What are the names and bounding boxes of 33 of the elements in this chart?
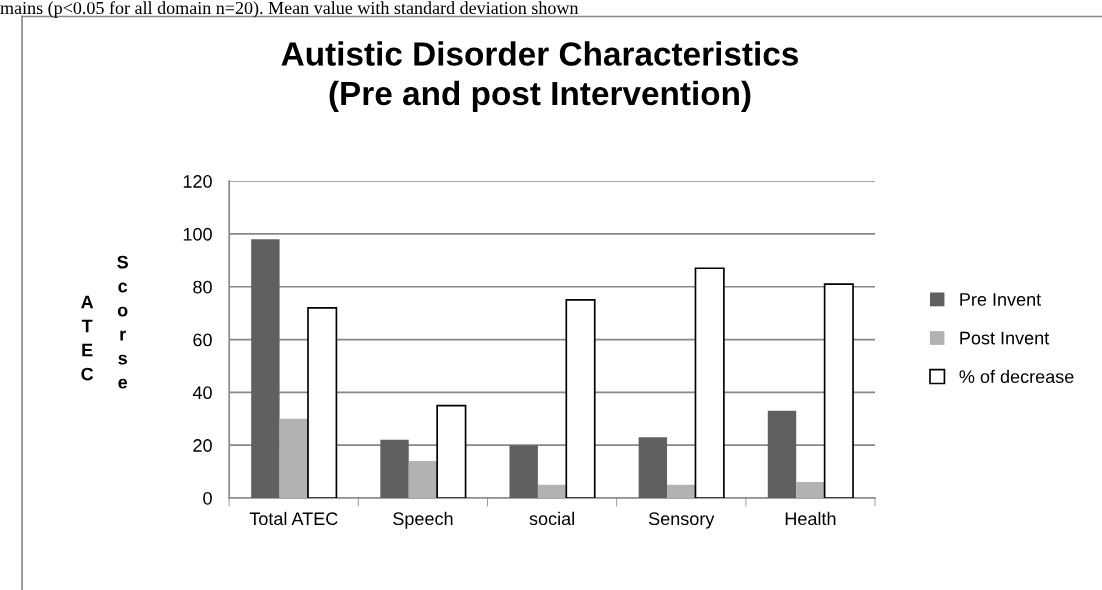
bar xyxy=(380,439,409,498)
bar xyxy=(694,267,725,498)
y-tick-label: 40 xyxy=(192,386,212,400)
legend-label: Pre Invent xyxy=(960,293,1042,306)
bar xyxy=(251,239,280,498)
y-tick-label: 60 xyxy=(193,333,212,347)
x-tick-label: Health xyxy=(785,511,836,526)
bar xyxy=(408,461,438,498)
bar xyxy=(537,484,567,498)
bar xyxy=(565,299,596,498)
bar xyxy=(307,307,338,498)
bar xyxy=(767,410,797,498)
bar xyxy=(436,404,467,498)
y-tick-label: 80 xyxy=(193,280,212,294)
x-tick-label: Total ATEC xyxy=(249,511,338,526)
x-tick-label: social xyxy=(529,511,574,526)
x-tick-label: Sensory xyxy=(648,512,715,529)
y-tick-label: 100 xyxy=(183,227,212,241)
text: mains (p<0.05 for all domain n=20). Mean value with standard deviation shown xyxy=(0,1,579,18)
bar xyxy=(796,482,825,498)
x-tick-label: Speech xyxy=(393,511,453,529)
chart-title: Autistic Disorder Characteristics (Pre and post Intervention) xyxy=(281,41,798,112)
y-tick-label: 120 xyxy=(183,175,212,188)
bar xyxy=(638,437,668,498)
text: ATEC Scorse xyxy=(81,255,128,389)
bar xyxy=(823,283,854,498)
y-tick-label: 20 xyxy=(193,439,212,452)
bar xyxy=(509,445,538,498)
legend-label: Post Invent xyxy=(960,331,1050,345)
bar xyxy=(667,484,696,498)
legend-label: % of decrease xyxy=(959,369,1074,384)
y-tick-label: 0 xyxy=(203,491,212,505)
bar xyxy=(279,418,308,498)
